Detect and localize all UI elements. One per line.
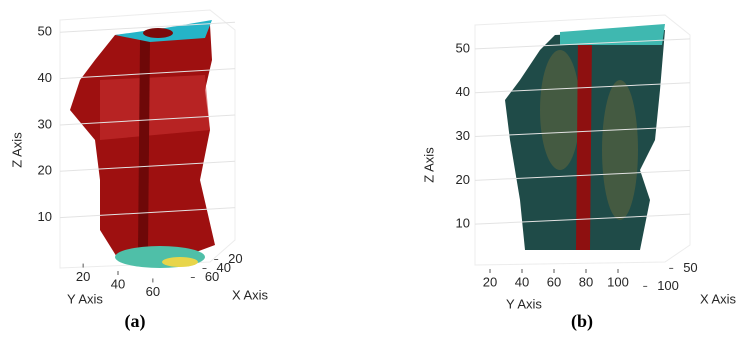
y-tick-label: 100 — [607, 274, 629, 289]
grid-line — [59, 207, 236, 219]
caption: (b) — [571, 311, 593, 332]
panel-b-surface — [474, 14, 691, 266]
panel-a-surface — [59, 9, 236, 269]
x-axis-label: X Axis — [232, 287, 269, 302]
z-tick-label: 30 — [456, 128, 470, 143]
grid-line — [59, 160, 236, 172]
grid-line — [474, 213, 691, 225]
y-axis-label: Y Axis — [67, 291, 103, 306]
grid-line — [474, 126, 691, 138]
x-tick-label: 40 — [217, 260, 231, 275]
z-tick-label: 20 — [456, 172, 470, 187]
grid-line — [59, 68, 236, 80]
y-tick-label: 20 — [76, 269, 90, 284]
z-tick-label: 50 — [456, 40, 470, 55]
grid-line — [474, 38, 691, 50]
grid-line — [474, 82, 691, 94]
y-axis-label: Y Axis — [506, 296, 542, 311]
x-tick-label: 20 — [228, 251, 242, 266]
z-tick-label: 10 — [38, 209, 52, 224]
z-axis-label: Z Axis — [9, 132, 24, 168]
z-tick-label: 20 — [38, 163, 52, 178]
x-axis-label: X Axis — [700, 291, 737, 306]
z-axis-label: Z Axis — [421, 147, 436, 183]
y-tick-label: 60 — [547, 274, 561, 289]
z-tick-label: 30 — [38, 116, 52, 131]
y-tick-label: 20 — [483, 274, 497, 289]
y-tick-label: 60 — [146, 284, 160, 299]
y-tick-label: 80 — [579, 274, 593, 289]
z-tick-label: 10 — [456, 216, 470, 231]
z-tick-label: 40 — [456, 84, 470, 99]
x-tick-label: 50 — [683, 260, 697, 275]
y-tick-label: 40 — [111, 276, 125, 291]
x-tick-label: 100 — [657, 278, 679, 293]
grid-line — [474, 169, 691, 181]
z-tick-label: 40 — [38, 70, 52, 85]
grid-line — [59, 114, 236, 126]
z-tick-label: 50 — [38, 24, 52, 39]
x-tick-label: 60 — [205, 269, 219, 284]
caption: (a) — [125, 311, 146, 332]
y-tick-label: 40 — [515, 274, 529, 289]
grid-line — [59, 21, 236, 33]
